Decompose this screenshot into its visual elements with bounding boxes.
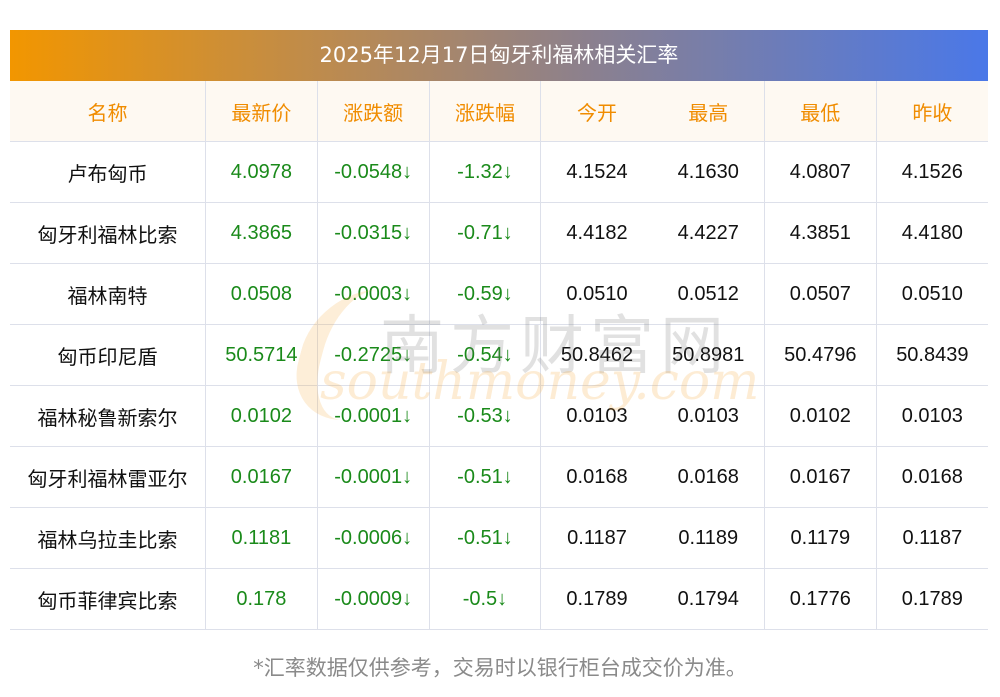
cell-open: 50.8462	[540, 324, 653, 386]
cell-open: 0.1789	[540, 568, 653, 630]
cell-latest: 50.5714	[205, 324, 318, 386]
cell-name: 福林南特	[10, 263, 206, 325]
cell-pct: -0.5↓	[428, 568, 541, 630]
table-row: 匈币菲律宾比索 0.178 -0.0009↓ -0.5↓ 0.1789 0.1794 0.1…	[10, 568, 988, 630]
cell-prev: 0.0103	[875, 385, 988, 447]
cell-latest: 0.0102	[205, 385, 318, 447]
cell-latest: 4.0978	[205, 141, 318, 203]
col-header-prev: 昨收	[875, 81, 988, 142]
cell-latest: 0.0508	[205, 263, 318, 325]
cell-high: 0.1189	[652, 507, 765, 569]
col-header-low: 最低	[763, 81, 877, 142]
cell-pct: -0.59↓	[428, 263, 541, 325]
cell-name: 匈牙利福林雷亚尔	[10, 446, 206, 508]
cell-open: 4.4182	[540, 202, 653, 264]
cell-prev: 0.1789	[875, 568, 988, 630]
cell-pct: -0.51↓	[428, 446, 541, 508]
cell-open: 0.1187	[540, 507, 653, 569]
cell-high: 4.1630	[652, 141, 765, 203]
cell-prev: 4.4180	[875, 202, 988, 264]
cell-name: 匈牙利福林比索	[10, 202, 206, 264]
cell-high: 0.0168	[652, 446, 765, 508]
table-row: 福林南特 0.0508 -0.0003↓ -0.59↓ 0.0510 0.0512 0.05…	[10, 263, 988, 325]
col-header-name: 名称	[10, 81, 206, 142]
col-header-latest: 最新价	[205, 81, 318, 142]
cell-pct: -0.54↓	[428, 324, 541, 386]
cell-high: 4.4227	[652, 202, 765, 264]
cell-change: -0.0001↓	[316, 446, 430, 508]
cell-latest: 0.1181	[205, 507, 318, 569]
cell-prev: 0.1187	[875, 507, 988, 569]
col-header-open: 今开	[540, 81, 653, 142]
cell-latest: 0.178	[205, 568, 318, 630]
cell-high: 0.0103	[652, 385, 765, 447]
table-row: 匈币印尼盾 50.5714 -0.2725↓ -0.54↓ 50.8462 50.8981…	[10, 324, 988, 386]
cell-name: 匈币印尼盾	[10, 324, 206, 386]
cell-pct: -0.71↓	[428, 202, 541, 264]
cell-low: 4.3851	[763, 202, 877, 264]
table-title: 2025年12月17日匈牙利福林相关汇率	[10, 30, 988, 81]
cell-low: 0.1179	[763, 507, 877, 569]
cell-open: 0.0103	[540, 385, 653, 447]
cell-prev: 4.1526	[875, 141, 988, 203]
col-header-pct: 涨跌幅	[428, 81, 541, 142]
cell-low: 0.0167	[763, 446, 877, 508]
cell-name: 卢布匈币	[10, 141, 206, 203]
cell-prev: 0.0168	[875, 446, 988, 508]
cell-prev: 0.0510	[875, 263, 988, 325]
table-row: 匈牙利福林比索 4.3865 -0.0315↓ -0.71↓ 4.4182 4.4227 4…	[10, 202, 988, 264]
cell-low: 0.0507	[763, 263, 877, 325]
col-header-high: 最高	[652, 81, 765, 142]
cell-prev: 50.8439	[875, 324, 988, 386]
cell-latest: 0.0167	[205, 446, 318, 508]
cell-change: -0.0315↓	[316, 202, 430, 264]
cell-change: -0.0006↓	[316, 507, 430, 569]
table-row: 福林乌拉圭比索 0.1181 -0.0006↓ -0.51↓ 0.1187 0.1189 0…	[10, 507, 988, 569]
cell-change: -0.0009↓	[316, 568, 430, 630]
footnote: *汇率数据仅供参考，交易时以银行柜台成交价为准。	[253, 656, 747, 680]
col-header-change: 涨跌额	[316, 81, 430, 142]
table-row: 卢布匈币 4.0978 -0.0548↓ -1.32↓ 4.1524 4.1630 4.08…	[10, 141, 988, 203]
cell-low: 4.0807	[763, 141, 877, 203]
cell-low: 0.0102	[763, 385, 877, 447]
cell-pct: -1.32↓	[428, 141, 541, 203]
cell-change: -0.2725↓	[316, 324, 430, 386]
cell-open: 4.1524	[540, 141, 653, 203]
cell-latest: 4.3865	[205, 202, 318, 264]
cell-name: 匈币菲律宾比索	[10, 568, 206, 630]
cell-open: 0.0510	[540, 263, 653, 325]
cell-high: 0.1794	[652, 568, 765, 630]
table-row: 匈牙利福林雷亚尔 0.0167 -0.0001↓ -0.51↓ 0.0168 0.0168…	[10, 446, 988, 508]
cell-pct: -0.51↓	[428, 507, 541, 569]
cell-change: -0.0548↓	[316, 141, 430, 203]
cell-name: 福林秘鲁新索尔	[10, 385, 206, 447]
cell-name: 福林乌拉圭比索	[10, 507, 206, 569]
cell-low: 50.4796	[763, 324, 877, 386]
cell-open: 0.0168	[540, 446, 653, 508]
cell-high: 50.8981	[652, 324, 765, 386]
cell-low: 0.1776	[763, 568, 877, 630]
cell-change: -0.0001↓	[316, 385, 430, 447]
table-row: 福林秘鲁新索尔 0.0102 -0.0001↓ -0.53↓ 0.0103 0.0103 0…	[10, 385, 988, 447]
cell-change: -0.0003↓	[316, 263, 430, 325]
exchange-rate-table: 名称 最新价 涨跌额 涨跌幅 今开 最高 最低 昨收 卢布匈币 4.0978 -0.…	[10, 81, 988, 630]
cell-high: 0.0512	[652, 263, 765, 325]
header-row: 名称 最新价 涨跌额 涨跌幅 今开 最高 最低 昨收	[10, 81, 988, 142]
cell-pct: -0.53↓	[428, 385, 541, 447]
